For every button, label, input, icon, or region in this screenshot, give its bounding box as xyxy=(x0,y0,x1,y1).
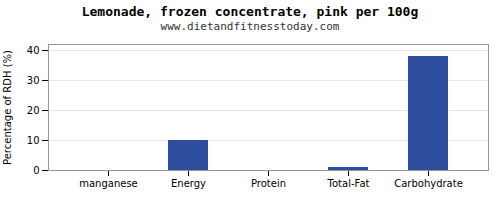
svg-text:Protein: Protein xyxy=(251,178,286,189)
html-text:Lemonade, frozen concentrate,: Lemonade, frozen concentrate, pink per 1… xyxy=(81,4,419,19)
html-text:www.dietandfitnesstoday.com: www.dietandfitnesstoday.com xyxy=(160,20,340,33)
svg-text:Total-Fat: Total-Fat xyxy=(327,178,370,189)
svg-text:20: 20 xyxy=(27,105,40,116)
svg-text:0: 0 xyxy=(33,165,39,176)
svg-text:40: 40 xyxy=(27,45,40,56)
svg-text:30: 30 xyxy=(27,75,40,86)
svg-text:manganese: manganese xyxy=(79,178,138,189)
svg-text:Energy: Energy xyxy=(171,178,206,189)
svg-text:Carbohydrate: Carbohydrate xyxy=(394,178,463,189)
svg-text:Percentage of RDH (%): Percentage of RDH (%) xyxy=(2,50,13,165)
svg-text:10: 10 xyxy=(27,135,40,146)
